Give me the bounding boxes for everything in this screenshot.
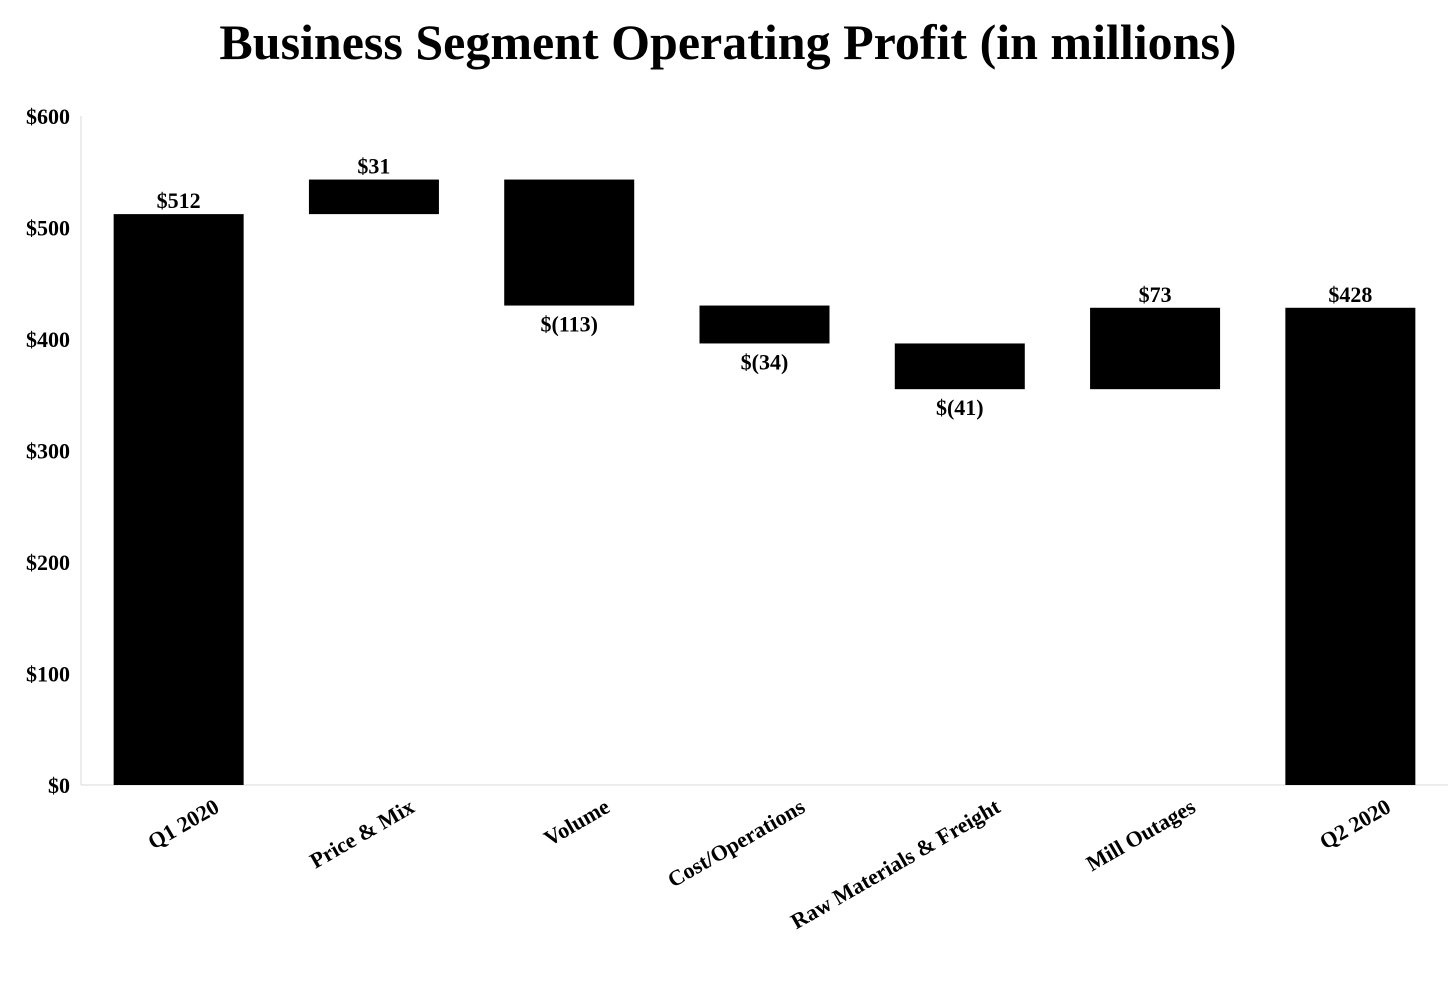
category-label: Mill Outages (1082, 793, 1200, 876)
bar-cost-operations (699, 305, 830, 344)
bar-raw-materials-freight (894, 343, 1025, 390)
category-labels: Q1 2020 Price & Mix Volume Cost/OperationsR… (143, 793, 1394, 934)
data-label: $428 (1328, 282, 1372, 307)
data-label: $(34) (741, 349, 789, 374)
y-tick-label: $300 (26, 439, 70, 464)
data-label: $(41) (936, 395, 984, 420)
category-label: Q2 2020 (1315, 794, 1395, 854)
y-tick-label: $400 (26, 327, 70, 352)
category-label: Cost/Operations (663, 793, 809, 892)
y-tick-label: $500 (26, 216, 70, 241)
y-tick-label: $100 (26, 662, 70, 687)
data-label: $31 (357, 154, 390, 179)
y-tick-label: $0 (48, 773, 70, 798)
category-label: Raw Materials & Freight (786, 793, 1005, 934)
bar-q1-2020 (113, 214, 244, 785)
data-labels: $512 $31 $(113) $(34) $(41) $73 $428 (157, 154, 1373, 421)
category-label: Price & Mix (305, 794, 418, 874)
y-tick-label: $600 (26, 104, 70, 129)
data-label: $(113) (540, 312, 597, 337)
bar-price-mix (308, 179, 439, 215)
bars (113, 179, 1416, 785)
y-axis: $0 $100 $200 $300 $400 $500 $600 (26, 104, 82, 798)
bar-q2-2020 (1285, 307, 1416, 785)
category-label: Q1 2020 (143, 794, 223, 854)
y-tick-label: $200 (26, 550, 70, 575)
chart-title: Business Segment Operating Profit (in mi… (219, 14, 1236, 70)
data-label: $512 (157, 188, 201, 213)
data-label: $73 (1139, 282, 1172, 307)
bar-mill-outages (1090, 307, 1221, 390)
bar-volume (504, 179, 635, 306)
category-label: Volume (539, 794, 613, 851)
